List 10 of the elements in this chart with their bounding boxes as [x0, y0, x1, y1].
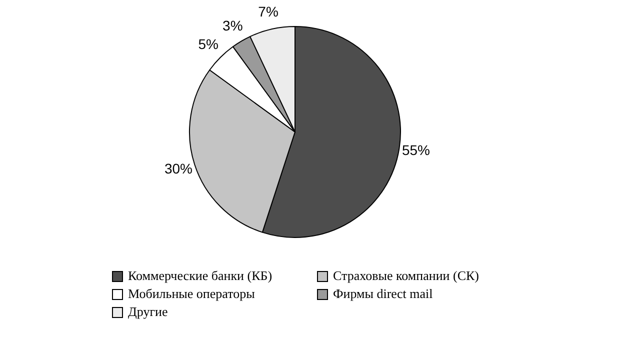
data-label: 55% [402, 142, 430, 158]
data-label: 7% [258, 3, 278, 20]
data-label: 3% [222, 17, 243, 34]
legend-label: Коммерческие банки (КБ) [128, 268, 272, 284]
legend-label: Фирмы direct mail [333, 286, 433, 302]
legend-label: Другие [128, 304, 168, 320]
data-label: 5% [198, 36, 218, 52]
legend-label: Мобильные операторы [128, 286, 255, 302]
legend-label: Страховые компании (СК) [333, 268, 479, 284]
data-label: 30% [164, 160, 193, 177]
